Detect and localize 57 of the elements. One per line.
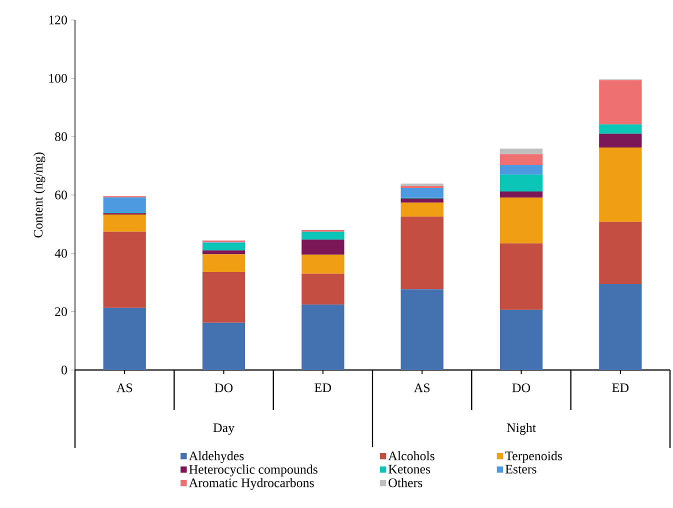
bar: [500, 164, 543, 175]
legend-label: Esters: [505, 464, 536, 474]
y-tick-label: 80: [55, 132, 67, 142]
bar: [400, 216, 444, 290]
bar: [400, 198, 444, 203]
legend-label: Aldehydes: [188, 451, 244, 463]
legend-label: Heterocyclic compounds: [189, 464, 318, 476]
y-tick-label: 120: [49, 16, 67, 24]
bar: [202, 254, 246, 272]
bar: [400, 188, 444, 198]
y-tick-label: 20: [55, 307, 67, 316]
bar: [500, 174, 543, 192]
bar: [500, 191, 543, 198]
text: Night: [506, 423, 536, 435]
bar: [599, 134, 642, 148]
legend-label: Terpenoids: [505, 451, 562, 463]
bar: [599, 80, 642, 124]
bar: [103, 214, 146, 232]
bar: [103, 232, 146, 308]
y-tick-label: 40: [54, 248, 67, 258]
bar: [302, 304, 344, 370]
x-tick-label: ED: [612, 384, 629, 392]
bar: [500, 154, 543, 165]
bar: [302, 254, 344, 274]
bar: [302, 240, 344, 255]
bar: [302, 232, 344, 240]
bar: [599, 222, 642, 284]
y-tick-label: 0: [62, 366, 67, 374]
bar: [202, 250, 246, 254]
x-tick-label: DO: [214, 384, 233, 392]
text: Day: [213, 424, 234, 435]
bar: [302, 274, 344, 305]
legend-label: Others: [388, 478, 422, 488]
x-tick-label: DO: [512, 384, 530, 392]
bar: [103, 197, 146, 212]
y-axis-title: Content (ng/mg): [33, 152, 46, 238]
bar: [500, 198, 543, 244]
legend-label: Alcohols: [388, 451, 434, 460]
bar: [500, 243, 543, 310]
bar: [599, 124, 642, 134]
bar: [400, 202, 444, 217]
x-tick-label: AS: [116, 384, 132, 392]
bar: [202, 272, 246, 323]
legend-label: Ketones: [388, 464, 430, 474]
bar: [599, 284, 642, 370]
bar: [400, 289, 444, 370]
x-tick-label: ED: [314, 384, 332, 392]
bar: [599, 147, 642, 222]
bar: [500, 310, 543, 370]
bar: [202, 242, 246, 250]
bar: [202, 322, 246, 370]
y-tick-label: 100: [49, 74, 67, 83]
x-tick-label: AS: [414, 384, 430, 392]
y-tick-label: 60: [55, 190, 67, 200]
bar: [500, 148, 543, 154]
bar: [103, 308, 146, 370]
legend-label: Aromatic Hydrocarbons: [188, 478, 314, 490]
